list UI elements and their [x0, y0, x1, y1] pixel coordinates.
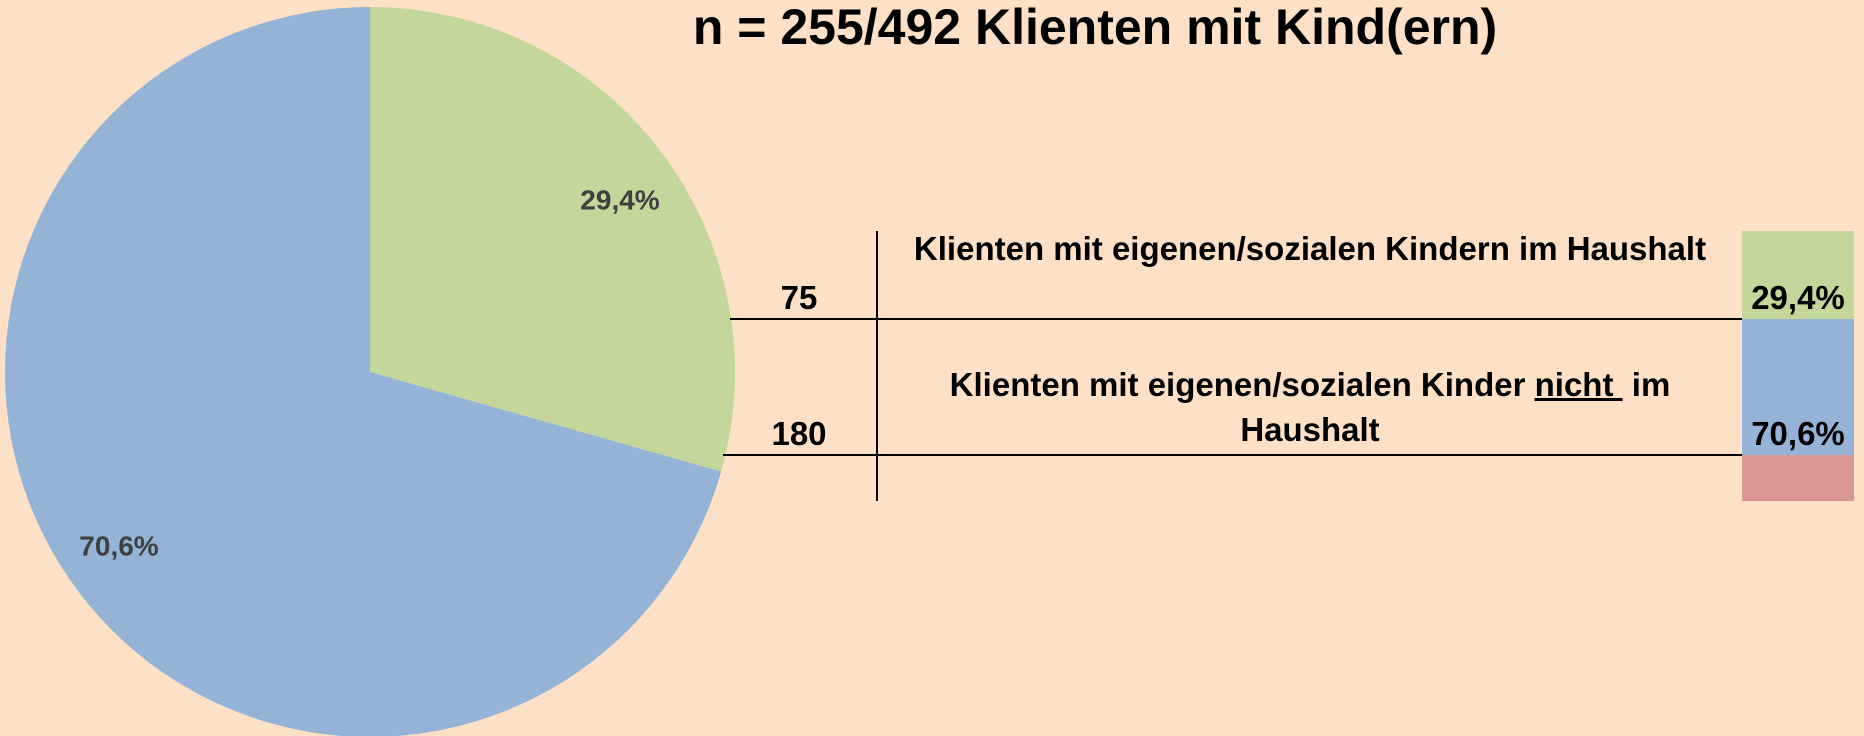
pie-slice — [370, 7, 735, 472]
legend-swatch — [1742, 319, 1854, 455]
row-percent: 29,4% — [1751, 279, 1845, 316]
row-label: Klienten mit eigenen/sozialen Kinder nic… — [880, 362, 1740, 452]
chart-title: n = 255/492 Klienten mit Kind(ern) — [692, 0, 1498, 55]
row-count: 180 — [771, 415, 827, 452]
row-count: 75 — [780, 279, 818, 316]
divider — [876, 231, 878, 501]
legend-swatch — [1742, 231, 1854, 319]
row-line — [723, 454, 1742, 456]
row-percent: 70,6% — [1751, 415, 1845, 452]
legend-swatch — [1742, 455, 1854, 501]
row-label: Klienten mit eigenen/sozialen Kindern im… — [880, 226, 1740, 271]
label-part: Klienten mit eigenen/sozialen Kinder — [949, 366, 1535, 403]
label-part: nicht — [1534, 366, 1623, 403]
label-part: Klienten mit eigenen/sozialen Kindern im… — [913, 230, 1707, 267]
data-label: 29,4% — [580, 184, 659, 215]
label-part: im Haushalt — [1240, 366, 1680, 448]
row-line — [730, 318, 1742, 320]
data-label: 70,6% — [79, 530, 158, 561]
pie-slice — [5, 7, 722, 736]
